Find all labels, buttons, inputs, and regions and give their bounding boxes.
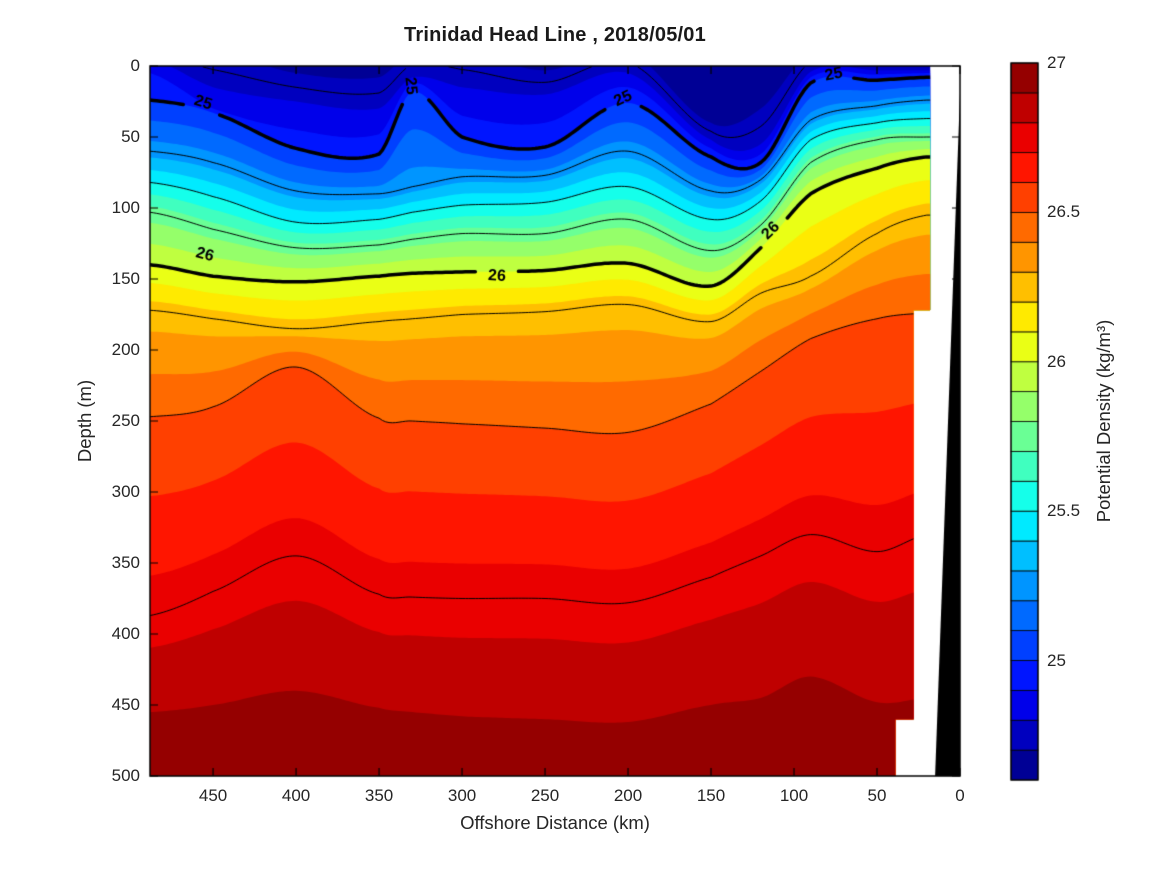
xtick-label: 300	[447, 786, 477, 805]
ytick-label: 250	[111, 411, 140, 430]
cbtick-label: 26.5	[1047, 202, 1081, 222]
ytick-label: 300	[111, 482, 140, 501]
ytick-label: 100	[111, 198, 140, 217]
xtick-label: 50	[867, 786, 887, 805]
ytick-label: 500	[111, 766, 140, 785]
chart-title: Trinidad Head Line , 2018/05/01	[404, 24, 706, 46]
cbtick-label: 26	[1047, 351, 1066, 371]
xtick-label: 350	[364, 786, 394, 805]
ytick-label: 400	[111, 624, 140, 643]
ytick-label: 0	[130, 56, 140, 75]
colorbar-label: Potential Density (kg/m³)	[1093, 319, 1114, 523]
ytick-label: 350	[111, 553, 140, 572]
ytick-label: 50	[121, 127, 140, 146]
x-axis-label: Offshore Distance (km)	[460, 812, 650, 833]
xtick-label: 0	[955, 786, 965, 805]
xtick-label: 150	[696, 786, 726, 805]
xtick-label: 100	[779, 786, 809, 805]
xtick-label: 450	[198, 786, 228, 805]
ytick-label: 200	[111, 340, 140, 359]
xtick-label: 250	[530, 786, 560, 805]
xtick-label: 200	[613, 786, 643, 805]
cbtick-label: 25.5	[1047, 501, 1081, 521]
ytick-label: 150	[111, 269, 140, 288]
cbtick-label: 27	[1047, 53, 1066, 72]
ytick-label: 450	[111, 695, 140, 714]
xtick-label: 400	[281, 786, 311, 805]
cbtick-label: 25	[1047, 650, 1066, 670]
y-axis-label: Depth (m)	[74, 379, 95, 463]
